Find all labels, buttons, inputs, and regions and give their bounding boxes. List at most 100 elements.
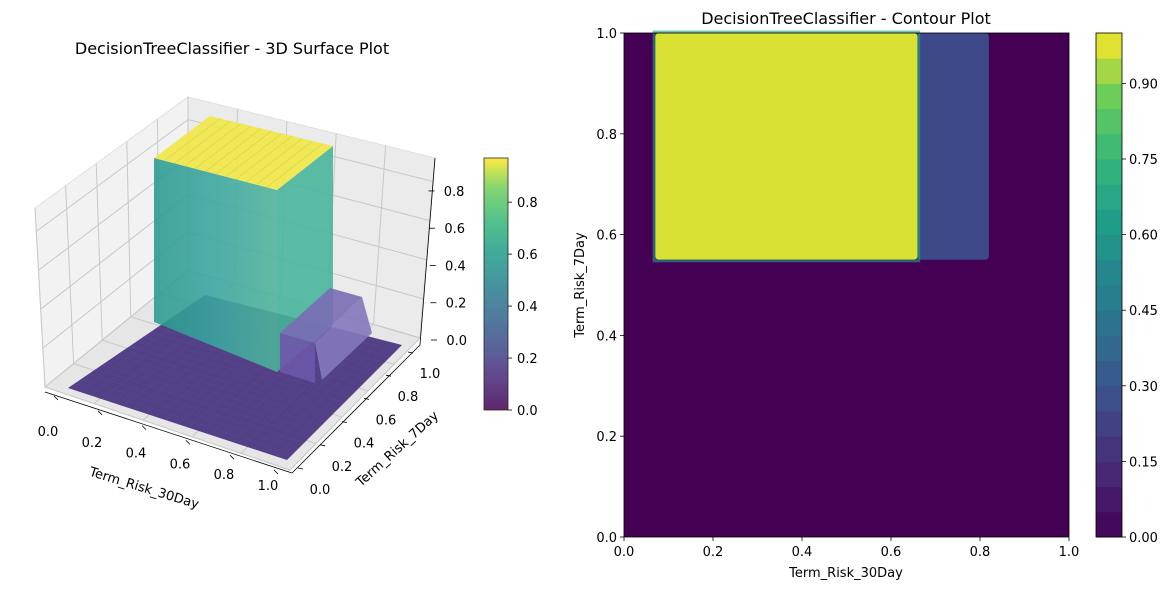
grid-line	[126, 141, 132, 317]
grid-line	[65, 185, 75, 364]
contour-colorbar-frame	[1095, 32, 1123, 538]
y-tick-label: 1.0	[420, 367, 441, 382]
high-block-front	[154, 158, 277, 372]
y-tick-mark	[319, 444, 326, 447]
mesh-line	[174, 120, 231, 164]
mesh-line	[225, 133, 282, 177]
surface-colorbar-ticks: 0.0 0.2 0.4 0.6 0.8	[508, 196, 538, 419]
x-tick-label: 1.0	[258, 479, 279, 494]
colorbar-band	[1096, 436, 1122, 462]
contour-y-label: Term_Risk_7Day	[573, 232, 588, 339]
contour-region	[917, 33, 989, 260]
z-axis-line	[419, 157, 436, 346]
colorbar-tick-label: 0.4	[517, 300, 538, 315]
x-tick-mark	[53, 395, 59, 401]
grid-line	[95, 163, 103, 341]
colorbar-band	[1096, 108, 1122, 135]
contour-colorbar	[1096, 33, 1122, 538]
grid-line	[373, 145, 387, 325]
low-block-front	[280, 333, 315, 383]
colorbar-band	[1096, 360, 1122, 387]
colorbar-band	[1096, 310, 1122, 336]
contour-title: DecisionTreeClassifier - Contour Plot	[701, 9, 991, 28]
y-tick-label: 0.2	[332, 460, 353, 475]
mesh-line	[205, 128, 262, 172]
colorbar-tick-label: 0.8	[517, 196, 538, 211]
contour-colorbar-ticks: 0.00 0.15 0.30 0.45 0.60 0.75 0.90	[1122, 77, 1158, 546]
surface-colorbar	[483, 157, 509, 411]
colorbar-tick-label: 0.30	[1129, 380, 1158, 395]
contour-region	[655, 33, 918, 260]
colorbar-band	[1096, 184, 1122, 210]
z-tick-label: 0.2	[446, 297, 467, 312]
x-tick-mark	[97, 410, 103, 416]
mesh-line	[264, 339, 383, 454]
x-tick-label: 0.8	[970, 545, 991, 560]
z-tick-label: 0.8	[444, 185, 465, 200]
y-tick-label: 1.0	[596, 27, 617, 42]
contour-y-ticks: 0.0 0.2 0.4 0.6 0.8 1.0	[596, 27, 624, 546]
x-tick-label: 0.2	[703, 545, 724, 560]
surface-base-mesh	[74, 297, 397, 457]
colorbar-tick-label: 0.60	[1129, 229, 1158, 244]
colorbar-band	[1096, 461, 1122, 488]
mesh-line	[164, 118, 221, 161]
grid-line	[289, 337, 421, 471]
mesh-line	[235, 135, 293, 180]
y-tick-label: 0.4	[596, 329, 617, 344]
surface-z-ticks: 0.0 0.2 0.4 0.6 0.8	[428, 185, 467, 349]
mesh-line	[194, 125, 252, 169]
y-tick-label: 0.4	[354, 437, 375, 452]
grid-line	[44, 386, 291, 471]
surface-panel: DecisionTreeClassifier - 3D Surface Plot…	[34, 39, 538, 513]
colorbar-band	[1096, 133, 1122, 160]
x-tick-label: 0.0	[614, 545, 635, 560]
grid-line	[34, 207, 46, 388]
colorbar-band	[1096, 411, 1122, 437]
mesh-line	[266, 143, 323, 188]
grid-line	[36, 119, 189, 232]
y-tick-mark	[407, 351, 414, 354]
mesh-line	[215, 130, 272, 175]
colorbar-tick-label: 0.45	[1129, 304, 1158, 319]
colorbar-band	[1096, 511, 1122, 538]
mesh-line	[246, 138, 303, 183]
contour-fill	[624, 30, 1069, 537]
colorbar-band	[1096, 58, 1122, 84]
colorbar-band	[1096, 234, 1122, 261]
colorbar-band	[1096, 385, 1122, 412]
colorbar-band	[1096, 83, 1122, 110]
colorbar-band	[1096, 486, 1122, 513]
z-tick-label: 0.4	[445, 259, 466, 274]
y-axis-line	[291, 344, 421, 474]
colorbar-band	[1096, 33, 1122, 59]
colorbar-tick-label: 0.6	[517, 248, 538, 263]
x-tick-mark	[273, 469, 279, 475]
x-axis-line	[44, 391, 293, 474]
mesh-line	[136, 341, 345, 403]
contour-x-label: Term_Risk_30Day	[788, 566, 903, 581]
mesh-line	[184, 123, 241, 167]
x-tick-label: 0.4	[126, 447, 147, 462]
x-tick-mark	[229, 454, 235, 460]
y-tick-label: 0.0	[596, 531, 617, 546]
z-tick-label: 0.6	[444, 222, 465, 237]
y-tick-mark	[363, 398, 370, 400]
contour-x-ticks: 0.0 0.2 0.4 0.6 0.8 1.0	[614, 537, 1079, 560]
y-tick-label: 0.8	[596, 128, 617, 143]
x-tick-label: 0.2	[82, 436, 103, 451]
colorbar-tick-label: 0.15	[1129, 455, 1158, 470]
mesh-line	[275, 342, 393, 457]
colorbar-tick-label: 0.2	[517, 352, 538, 367]
surface-y-ticks: 0.00.20.40.60.81.0	[297, 351, 441, 498]
colorbar-tick-label: 0.0	[517, 404, 538, 419]
y-tick-mark	[297, 467, 304, 470]
contour-frame	[623, 32, 1070, 538]
x-tick-mark	[185, 440, 191, 445]
low-block-right	[315, 297, 372, 380]
y-tick-label: 0.0	[310, 483, 331, 498]
colorbar-band	[1096, 159, 1122, 185]
colorbar-band	[1096, 209, 1122, 236]
colorbar-tick-label: 0.75	[1129, 153, 1158, 168]
